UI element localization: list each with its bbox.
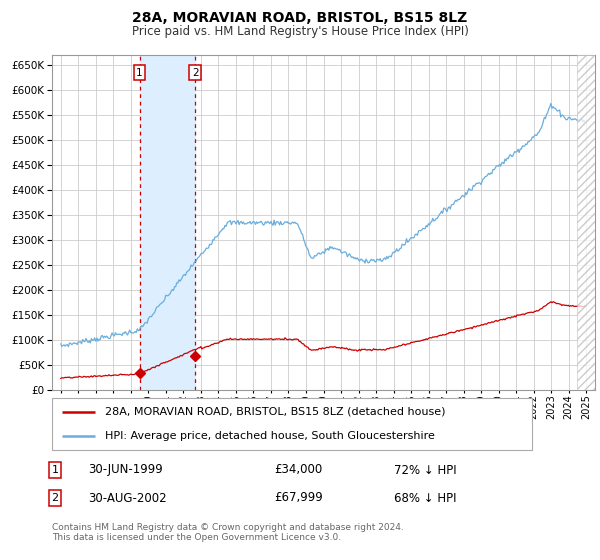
Text: £67,999: £67,999 (274, 492, 323, 505)
Text: 68% ↓ HPI: 68% ↓ HPI (394, 492, 457, 505)
Text: 30-AUG-2002: 30-AUG-2002 (88, 492, 167, 505)
Text: 72% ↓ HPI: 72% ↓ HPI (394, 464, 457, 477)
Text: Contains HM Land Registry data © Crown copyright and database right 2024.
This d: Contains HM Land Registry data © Crown c… (52, 522, 404, 542)
Text: 28A, MORAVIAN ROAD, BRISTOL, BS15 8LZ (detached house): 28A, MORAVIAN ROAD, BRISTOL, BS15 8LZ (d… (105, 407, 445, 417)
Text: HPI: Average price, detached house, South Gloucestershire: HPI: Average price, detached house, Sout… (105, 432, 434, 441)
Text: 1: 1 (52, 465, 59, 475)
Bar (140, 55, 195, 390)
Bar (577, 55, 595, 390)
Text: 2: 2 (52, 493, 59, 503)
Text: £34,000: £34,000 (274, 464, 322, 477)
Text: 30-JUN-1999: 30-JUN-1999 (88, 464, 163, 477)
FancyBboxPatch shape (52, 398, 532, 450)
Text: 1: 1 (136, 68, 143, 77)
Text: 2: 2 (192, 68, 199, 77)
Text: Price paid vs. HM Land Registry's House Price Index (HPI): Price paid vs. HM Land Registry's House … (131, 25, 469, 38)
Text: 28A, MORAVIAN ROAD, BRISTOL, BS15 8LZ: 28A, MORAVIAN ROAD, BRISTOL, BS15 8LZ (133, 11, 467, 25)
